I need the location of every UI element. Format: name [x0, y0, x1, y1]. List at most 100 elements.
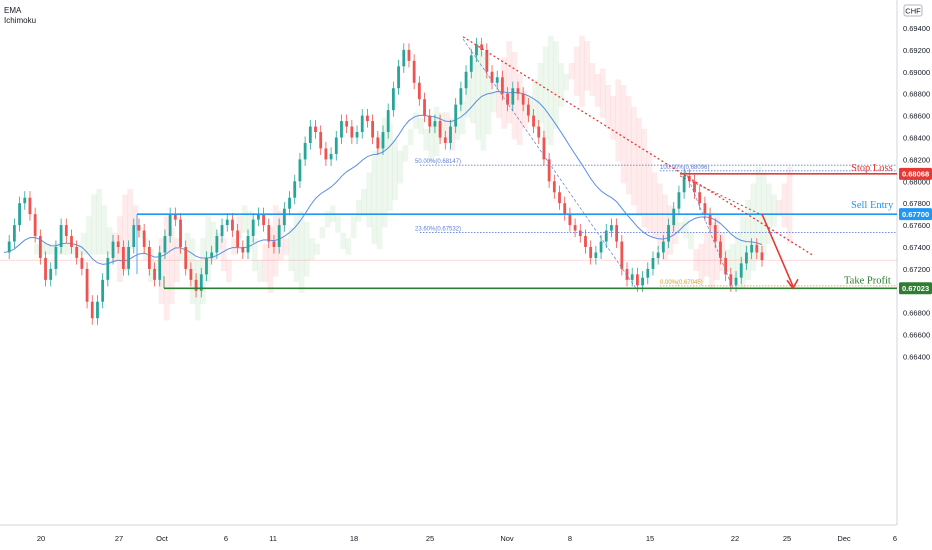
cloud-segment	[168, 227, 175, 304]
cloud-segment	[257, 260, 263, 283]
price-badge-text: 0.67700	[902, 210, 929, 219]
candle-body	[526, 104, 530, 116]
candle-body	[163, 236, 167, 253]
cloud-segment	[397, 150, 404, 184]
cloud-segment	[210, 221, 217, 261]
cloud-segment	[771, 194, 777, 228]
indicator-ichimoku-label[interactable]: Ichimoku	[4, 16, 37, 25]
candle-body	[308, 126, 312, 143]
candle-body	[28, 197, 32, 215]
cloud-segment	[303, 221, 310, 277]
cloud-segment	[703, 232, 710, 277]
candle-body	[469, 55, 473, 72]
cloud-segment	[49, 243, 56, 255]
candle-body	[433, 121, 437, 127]
candle-body	[412, 60, 416, 83]
candle-body	[106, 257, 110, 280]
candle-body	[475, 44, 478, 56]
candle-body	[750, 244, 754, 253]
cloud-segment	[65, 243, 71, 255]
cloud-segment	[96, 188, 102, 255]
candle-body	[547, 159, 551, 182]
cloud-segment	[620, 84, 627, 184]
cloud-segment	[719, 232, 726, 272]
cloud-segment	[350, 216, 357, 239]
candle-body	[563, 203, 567, 215]
candle-body	[220, 225, 224, 237]
candle-body	[366, 115, 369, 122]
cloud-segment	[194, 260, 201, 321]
x-tick-label: Nov	[500, 534, 514, 543]
candle-body	[506, 93, 510, 105]
cloud-segment	[610, 95, 616, 140]
cloud-segment	[579, 35, 585, 107]
cloud-segment	[44, 243, 51, 255]
cloud-segment	[558, 63, 565, 107]
cloud-segment	[413, 112, 419, 129]
cloud-segment	[283, 238, 289, 255]
cloud-segment	[537, 63, 544, 124]
candle-body	[641, 277, 644, 286]
candle-body	[459, 88, 463, 105]
candle-body	[490, 71, 494, 83]
fib-label: 0.00%(0.67045)	[660, 280, 703, 286]
candle-body	[402, 49, 406, 67]
y-tick-label: 0.69200	[903, 46, 930, 55]
cloud-segment	[366, 172, 372, 228]
candle-body	[59, 225, 63, 247]
price-badge-text: 0.68068	[902, 170, 929, 179]
x-tick-label: 18	[350, 534, 358, 543]
candle-body	[64, 225, 68, 237]
cloud-segment	[246, 210, 253, 250]
candle-body	[329, 153, 333, 160]
candle-body	[417, 82, 421, 100]
cloud-segment	[646, 150, 653, 233]
cloud-segment	[215, 232, 222, 250]
cloud-segment	[272, 205, 279, 277]
candle-body	[127, 247, 131, 269]
cloud-segment	[91, 194, 97, 255]
candle-body	[397, 66, 400, 89]
candle-body	[303, 142, 307, 160]
candle-body	[407, 49, 411, 61]
candle-body	[70, 236, 73, 247]
cloud-segment	[309, 238, 315, 261]
cloud-segment	[226, 260, 232, 283]
candle-body	[537, 126, 541, 138]
cloud-segment	[345, 238, 352, 255]
cloud-segment	[376, 134, 383, 250]
candle-body	[293, 181, 297, 198]
y-tick-label: 0.66600	[903, 331, 930, 340]
x-tick-label: 11	[269, 534, 277, 543]
candle-body	[677, 192, 681, 209]
cloud-segment	[470, 57, 476, 124]
candle-body	[350, 126, 354, 138]
take-profit-label: Take Profit	[844, 275, 891, 286]
cloud-segment	[522, 90, 528, 129]
candle-body	[604, 230, 608, 242]
candle-body	[184, 247, 188, 269]
indicator-ema-label[interactable]: EMA	[4, 6, 22, 15]
secondary-trendline	[679, 175, 761, 215]
candle-body	[558, 192, 561, 204]
cloud-segment	[631, 106, 637, 206]
cloud-segment	[563, 73, 570, 91]
cloud-segment	[464, 79, 471, 118]
candle-body	[371, 121, 375, 138]
candle-body	[90, 301, 94, 319]
candle-body	[231, 219, 234, 231]
x-tick-label: 25	[426, 534, 434, 543]
candle-body	[158, 252, 162, 280]
candle-body	[225, 219, 229, 226]
cloud-segment	[553, 41, 559, 129]
cloud-segment	[527, 95, 533, 118]
x-tick-label: 6	[893, 534, 897, 543]
candle-body	[542, 137, 546, 160]
cloud-segment	[682, 216, 689, 239]
cloud-segment	[278, 210, 284, 261]
cloud-segment	[776, 199, 783, 217]
cloud-segment	[163, 216, 170, 321]
cloud-segment	[542, 46, 549, 140]
cloud-segment	[547, 35, 554, 146]
